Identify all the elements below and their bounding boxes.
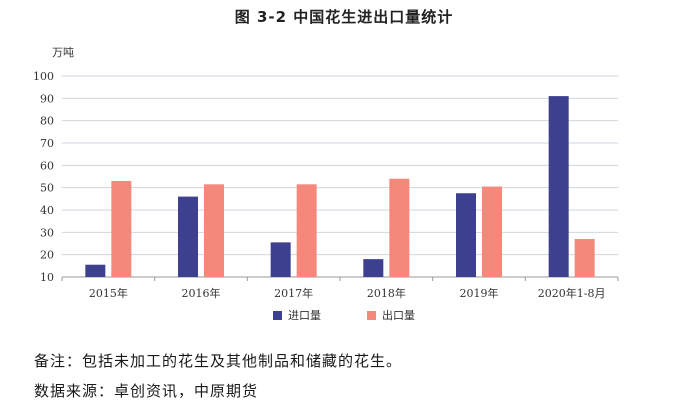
bar-import [270, 242, 291, 277]
chart-title: 图 3-2 中国花生进出口量统计 [234, 8, 454, 26]
y-tick-label: 100 [33, 70, 54, 83]
x-tick-label: 2020年1-8月 [538, 286, 606, 300]
x-tick-label: 2015年 [89, 286, 128, 300]
bar-export [296, 184, 317, 277]
y-tick-label: 80 [40, 115, 54, 128]
x-tick-label: 2018年 [367, 286, 406, 300]
y-tick-label: 20 [40, 249, 54, 262]
bar-export [111, 180, 132, 277]
y-tick-label: 70 [40, 137, 54, 150]
legend-swatch-import [273, 310, 282, 320]
y-tick-label: 60 [40, 159, 54, 172]
bar-export [389, 178, 410, 277]
bars [85, 96, 595, 277]
x-tick-label: 2016年 [182, 286, 221, 300]
y-tick-label: 50 [40, 182, 54, 195]
y-tick-label: 30 [40, 226, 54, 239]
x-tick-label: 2017年 [274, 286, 313, 300]
remark-note: 备注：包括未加工的花生及其他制品和储藏的花生。 [34, 352, 403, 370]
x-axis-ticks: 2015年 2016年 2017年 2018年 2019年 2020年1-8月 [61, 277, 619, 300]
legend-item-import: 进口量 [273, 307, 321, 323]
legend-label-export: 出口量 [382, 309, 415, 322]
y-axis-unit-label: 万吨 [52, 46, 74, 59]
legend-label-import: 进口量 [288, 309, 321, 322]
bar-export [204, 184, 224, 277]
legend-item-export: 出口量 [367, 307, 415, 323]
legend-swatch-export [367, 310, 376, 320]
bar-import [178, 196, 198, 277]
y-axis-ticks: 10 20 30 40 50 60 70 80 90 100 [33, 70, 54, 284]
legend: 进口量 出口量 [0, 307, 688, 323]
grid-lines [62, 75, 618, 278]
bar-import [456, 193, 476, 277]
bar-export [574, 239, 595, 277]
bar-import [363, 259, 384, 277]
x-tick-label: 2019年 [460, 286, 499, 300]
y-tick-label: 10 [40, 271, 54, 284]
bar-import [548, 96, 569, 277]
y-tick-label: 40 [40, 204, 54, 217]
bar-import [85, 264, 106, 277]
source-note: 数据来源：卓创资讯，中原期货 [34, 382, 259, 400]
y-tick-label: 90 [40, 92, 54, 105]
bar-export [482, 186, 502, 277]
